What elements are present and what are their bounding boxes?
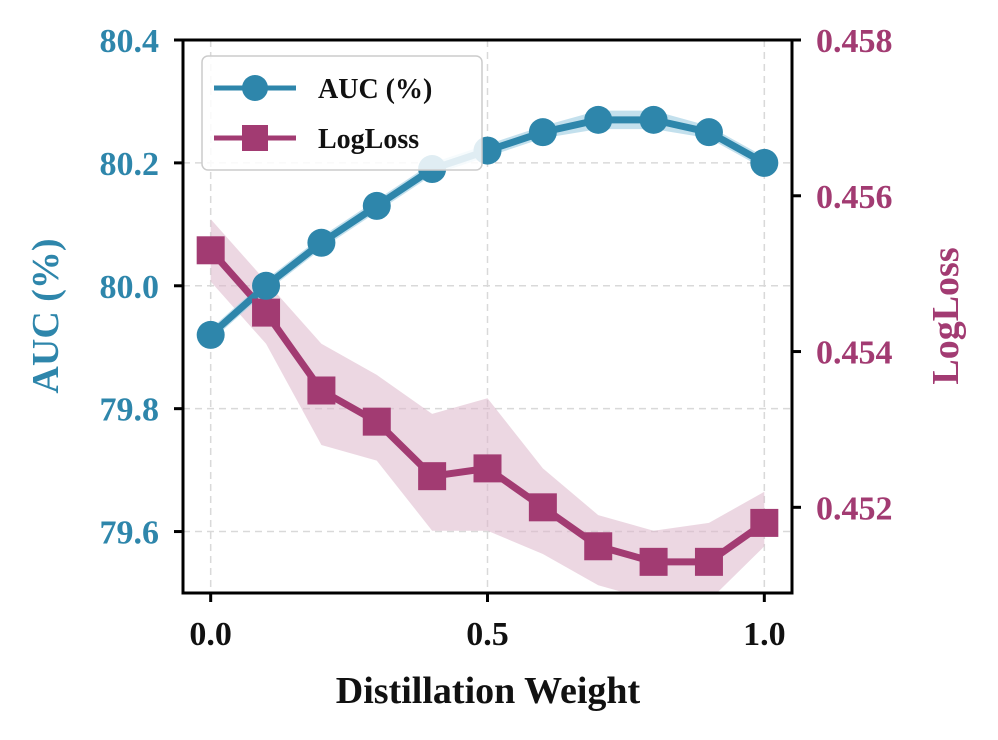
point-logloss-3 bbox=[362, 407, 391, 436]
x-axis-label: Distillation Weight bbox=[336, 670, 641, 712]
y-right-tick-label-2: 0.456 bbox=[816, 179, 893, 216]
point-logloss-5 bbox=[473, 454, 502, 483]
point-auc-0 bbox=[196, 320, 225, 349]
point-logloss-0 bbox=[196, 236, 225, 265]
point-logloss-8 bbox=[639, 547, 668, 576]
y-left-tick-label-1: 79.8 bbox=[100, 392, 160, 429]
point-logloss-2 bbox=[307, 376, 336, 405]
point-auc-6 bbox=[528, 118, 557, 147]
y-right-tick-label-1: 0.454 bbox=[816, 335, 893, 372]
x-tick-label-1: 0.5 bbox=[466, 616, 509, 653]
legend-logloss-marker bbox=[242, 125, 268, 151]
y-left-tick-label-0: 79.6 bbox=[100, 515, 160, 552]
point-auc-10 bbox=[750, 148, 779, 177]
point-auc-1 bbox=[252, 271, 281, 300]
point-logloss-7 bbox=[584, 532, 613, 561]
point-logloss-10 bbox=[750, 508, 779, 537]
y-right-tick-label-3: 0.458 bbox=[816, 23, 893, 60]
y-left-tick-label-3: 80.2 bbox=[100, 146, 160, 183]
legend-logloss-label: LogLoss bbox=[318, 124, 419, 155]
point-auc-7 bbox=[584, 105, 613, 134]
point-auc-9 bbox=[694, 118, 723, 147]
axis-ticks: 0.0 0.5 1.0 79.6 79.8 80.0 80.2 80.4 0.452 0.454 0… bbox=[100, 23, 893, 653]
y-axis-right-label: LogLoss bbox=[925, 247, 967, 384]
y-left-tick-label-4: 80.4 bbox=[100, 23, 160, 60]
y-left-tick-label-2: 80.0 bbox=[100, 269, 160, 306]
y-axis-left-label: AUC (%) bbox=[25, 238, 67, 393]
legend: AUC (%) LogLoss bbox=[201, 55, 483, 171]
band-logloss bbox=[210, 219, 765, 593]
legend-box bbox=[201, 55, 483, 171]
point-logloss-9 bbox=[694, 547, 723, 576]
point-logloss-6 bbox=[528, 493, 557, 522]
point-logloss-1 bbox=[252, 298, 281, 327]
x-tick-label-0: 0.0 bbox=[189, 616, 232, 653]
point-logloss-4 bbox=[418, 462, 447, 491]
point-auc-3 bbox=[362, 191, 391, 220]
legend-auc-label: AUC (%) bbox=[318, 74, 432, 105]
point-auc-2 bbox=[307, 228, 336, 257]
point-auc-8 bbox=[639, 105, 668, 134]
y-right-tick-label-0: 0.452 bbox=[816, 490, 893, 527]
x-tick-label-2: 1.0 bbox=[743, 616, 786, 653]
legend-auc-marker bbox=[242, 75, 268, 101]
